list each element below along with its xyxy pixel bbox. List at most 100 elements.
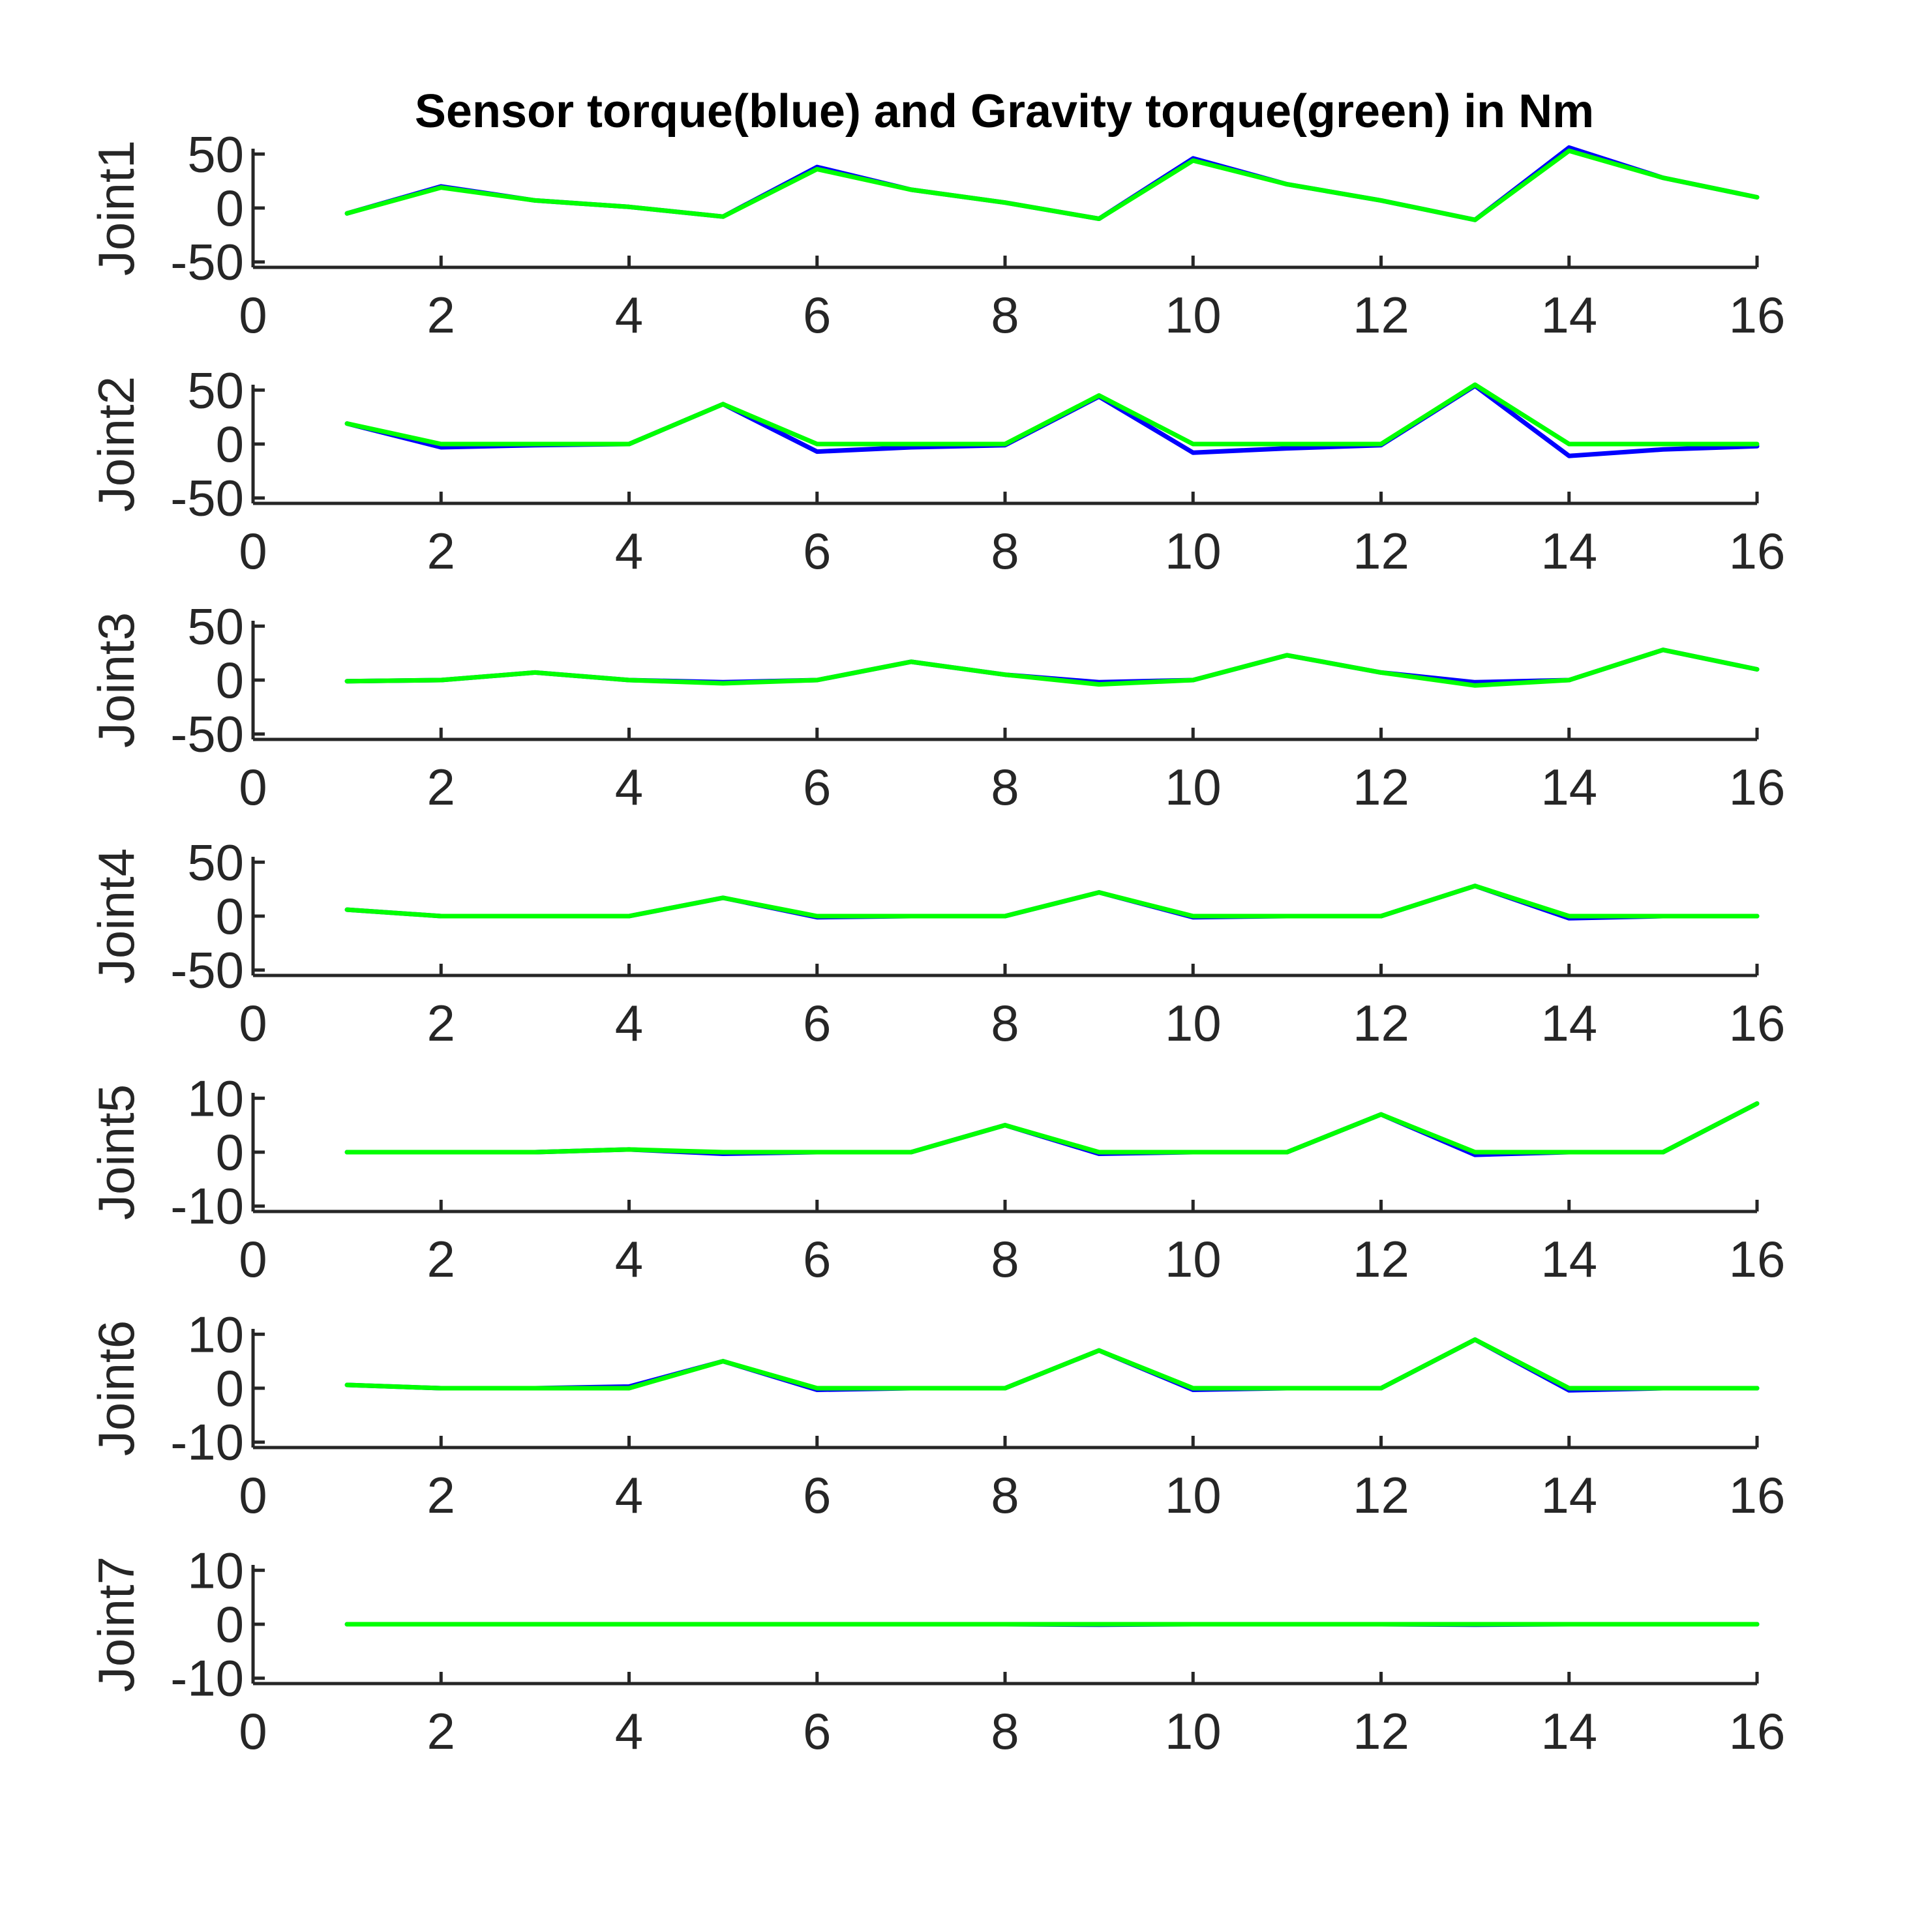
y-tick-label: 10 bbox=[187, 1305, 244, 1363]
x-tick-label: 2 bbox=[427, 1230, 455, 1288]
x-tick-label: 6 bbox=[803, 1702, 831, 1760]
y-tick-label: 50 bbox=[187, 597, 244, 655]
x-tick-label: 6 bbox=[803, 1230, 831, 1288]
x-tick-label: 12 bbox=[1353, 1466, 1409, 1524]
x-tick-label: 4 bbox=[615, 758, 643, 816]
y-tick-label: 0 bbox=[216, 1596, 244, 1653]
y-axis-label: Joint4 bbox=[87, 848, 145, 984]
x-tick-label: 0 bbox=[239, 1702, 267, 1760]
x-tick-label: 6 bbox=[803, 1466, 831, 1524]
x-tick-label: 2 bbox=[427, 758, 455, 816]
y-tick-label: 0 bbox=[216, 651, 244, 709]
x-tick-label: 12 bbox=[1353, 1702, 1409, 1760]
y-axis-label: Joint5 bbox=[87, 1084, 145, 1220]
y-axis-label: Joint1 bbox=[87, 140, 145, 276]
x-tick-label: 4 bbox=[615, 1466, 643, 1524]
y-tick-label: 0 bbox=[216, 415, 244, 473]
x-tick-label: 8 bbox=[991, 1466, 1019, 1524]
y-tick-label: -50 bbox=[170, 942, 244, 999]
gravity-torque-line bbox=[344, 148, 1760, 222]
x-tick-label: 10 bbox=[1165, 286, 1222, 344]
x-tick-label: 0 bbox=[239, 1230, 267, 1288]
x-tick-label: 12 bbox=[1353, 286, 1409, 344]
x-tick-label: 2 bbox=[427, 994, 455, 1052]
y-tick-label: -50 bbox=[170, 706, 244, 763]
x-tick-label: 8 bbox=[991, 522, 1019, 580]
x-tick-label: 10 bbox=[1165, 1702, 1222, 1760]
y-tick-label: -10 bbox=[170, 1650, 244, 1707]
y-axis-label: Joint3 bbox=[87, 612, 145, 748]
gravity-torque-line bbox=[344, 884, 1760, 919]
y-tick-label: 0 bbox=[216, 1123, 244, 1181]
x-tick-label: 8 bbox=[991, 286, 1019, 344]
x-tick-label: 8 bbox=[991, 1702, 1019, 1760]
x-tick-label: 2 bbox=[427, 286, 455, 344]
x-tick-label: 6 bbox=[803, 994, 831, 1052]
y-tick-label: 0 bbox=[216, 1360, 244, 1417]
y-tick-label: 0 bbox=[216, 887, 244, 945]
x-tick-label: 4 bbox=[615, 522, 643, 580]
x-tick-label: 12 bbox=[1353, 758, 1409, 816]
x-tick-label: 0 bbox=[239, 758, 267, 816]
y-tick-label: 10 bbox=[187, 1069, 244, 1127]
y-tick-label: -50 bbox=[170, 469, 244, 527]
y-tick-label: -10 bbox=[170, 1414, 244, 1471]
gravity-torque-line bbox=[344, 1337, 1760, 1391]
x-tick-label: 14 bbox=[1541, 1466, 1597, 1524]
x-tick-label: 0 bbox=[239, 286, 267, 344]
x-tick-label: 10 bbox=[1165, 994, 1222, 1052]
x-tick-label: 10 bbox=[1165, 522, 1222, 580]
y-axis-label: Joint2 bbox=[87, 376, 145, 512]
x-tick-label: 16 bbox=[1729, 1702, 1786, 1760]
x-tick-label: 0 bbox=[239, 1466, 267, 1524]
x-tick-label: 2 bbox=[427, 1702, 455, 1760]
x-tick-label: 16 bbox=[1729, 286, 1786, 344]
x-tick-label: 16 bbox=[1729, 758, 1786, 816]
x-tick-label: 10 bbox=[1165, 1230, 1222, 1288]
x-tick-label: 14 bbox=[1541, 1702, 1597, 1760]
x-tick-label: 16 bbox=[1729, 522, 1786, 580]
x-tick-label: 4 bbox=[615, 286, 643, 344]
x-tick-label: 10 bbox=[1165, 1466, 1222, 1524]
y-tick-label: 50 bbox=[187, 833, 244, 891]
x-tick-label: 6 bbox=[803, 286, 831, 344]
x-tick-label: 12 bbox=[1353, 522, 1409, 580]
y-tick-label: -10 bbox=[170, 1178, 244, 1235]
x-tick-label: 14 bbox=[1541, 286, 1597, 344]
x-tick-label: 12 bbox=[1353, 1230, 1409, 1288]
x-tick-label: 2 bbox=[427, 522, 455, 580]
y-tick-label: 10 bbox=[187, 1541, 244, 1599]
x-tick-label: 8 bbox=[991, 994, 1019, 1052]
gravity-torque-line bbox=[344, 1101, 1760, 1155]
x-tick-label: 6 bbox=[803, 758, 831, 816]
y-tick-label: -50 bbox=[170, 233, 244, 291]
x-tick-label: 14 bbox=[1541, 758, 1597, 816]
x-tick-label: 8 bbox=[991, 1230, 1019, 1288]
y-tick-label: 0 bbox=[216, 179, 244, 237]
y-axis-label: Joint7 bbox=[87, 1556, 145, 1692]
x-tick-label: 14 bbox=[1541, 994, 1597, 1052]
figure-title: Sensor torque(blue) and Gravity torque(g… bbox=[415, 85, 1594, 138]
x-tick-label: 10 bbox=[1165, 758, 1222, 816]
x-tick-label: 8 bbox=[991, 758, 1019, 816]
x-tick-label: 4 bbox=[615, 994, 643, 1052]
y-axis-label: Joint6 bbox=[87, 1320, 145, 1456]
x-tick-label: 6 bbox=[803, 522, 831, 580]
x-tick-label: 0 bbox=[239, 994, 267, 1052]
x-tick-label: 12 bbox=[1353, 994, 1409, 1052]
x-tick-label: 4 bbox=[615, 1702, 643, 1760]
y-tick-label: 50 bbox=[187, 125, 244, 183]
x-tick-label: 14 bbox=[1541, 522, 1597, 580]
x-tick-label: 16 bbox=[1729, 994, 1786, 1052]
gravity-torque-line bbox=[344, 647, 1760, 688]
x-tick-label: 14 bbox=[1541, 1230, 1597, 1288]
x-tick-label: 16 bbox=[1729, 1230, 1786, 1288]
